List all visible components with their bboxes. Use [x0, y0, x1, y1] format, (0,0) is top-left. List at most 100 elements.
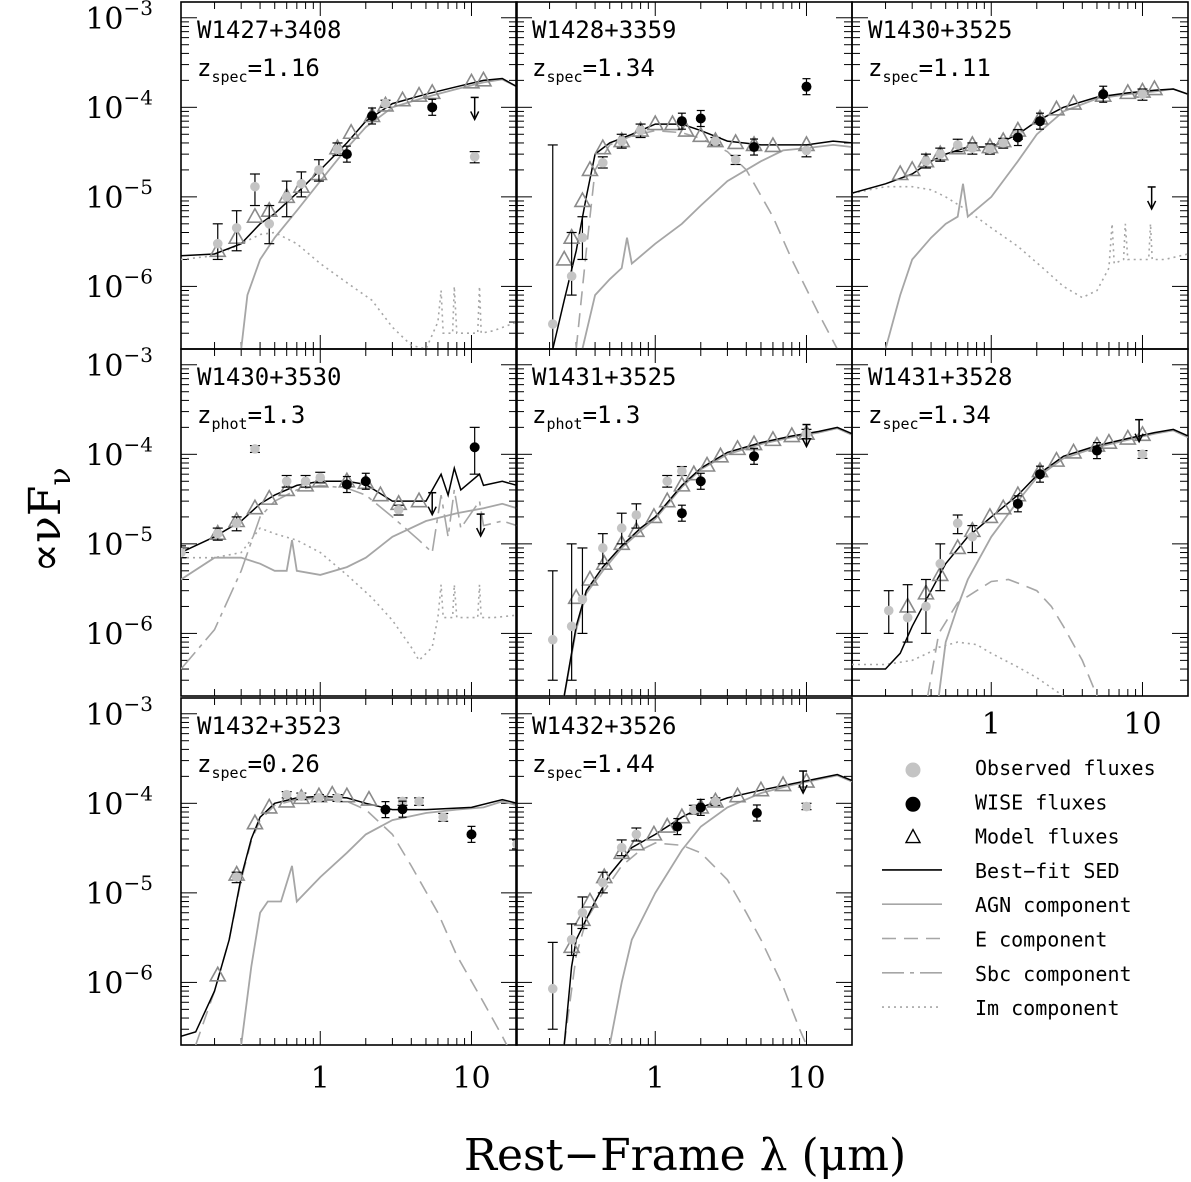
x-tick-label: 10: [787, 1061, 825, 1096]
legend-entry-sbc: Sbc component: [882, 962, 1132, 986]
panel-name: W1431+3528: [868, 363, 1013, 391]
wise-flux: [1098, 89, 1109, 100]
observed-flux: [547, 983, 558, 994]
observed-flux: [212, 528, 223, 539]
z-value: =0.26: [248, 750, 320, 778]
legend-label: Model fluxes: [975, 825, 1120, 849]
model-flux: [246, 813, 264, 830]
upper-limit-arrow: [427, 506, 437, 517]
observed-flux: [631, 829, 642, 840]
model-flux: [277, 480, 296, 497]
panel-W1431+3528: W1431+3528 zspec=1.34 1 10: [851, 348, 1189, 742]
observed-flux: [616, 842, 627, 853]
panel-curves: [563, 773, 852, 1045]
z-symbol: z: [868, 54, 882, 82]
wise-flux: [749, 451, 760, 462]
observed-flux: [181, 547, 186, 558]
agn-component: [608, 774, 852, 1045]
observed-flux: [332, 144, 343, 155]
observed-flux: [921, 156, 931, 167]
panel-points: [547, 78, 816, 349]
observed-flux: [598, 158, 608, 168]
best-fit-sed: [552, 123, 852, 349]
panel-frame: [515, 1, 853, 350]
panel-W1430+3525: W1430+3525 zspec=1.11: [851, 1, 1189, 350]
panel-name: W1427+3408: [197, 16, 342, 44]
wise-flux: [1034, 116, 1045, 127]
model-flux: [260, 797, 279, 814]
model-flux: [627, 834, 646, 851]
model-flux: [246, 498, 264, 515]
observed-flux: [1137, 89, 1148, 100]
panel-frame: [851, 348, 1189, 697]
model-flux: [728, 439, 747, 456]
z-symbol: z: [532, 750, 546, 778]
z-value: =1.3: [583, 401, 641, 429]
upper-limit-arrow: [1146, 200, 1157, 211]
wise-flux: [341, 149, 352, 160]
panel-curves: [552, 123, 852, 349]
legend-symbol-observed: [905, 762, 921, 778]
legend-label: Observed fluxes: [975, 756, 1156, 780]
panel-ticks: [516, 349, 853, 697]
model-flux: [691, 126, 710, 143]
panel-redshift: zspec=0.26: [197, 750, 320, 782]
legend: Observed fluxes WISE fluxes Model fluxes Be…: [882, 756, 1156, 1020]
y-axis-title-main: ∝νF: [20, 486, 71, 573]
observed-flux: [616, 136, 627, 146]
model-flux: [764, 430, 782, 447]
agn-component: [181, 502, 517, 581]
legend-label: E component: [975, 928, 1107, 952]
legend-label: Best−fit SED: [975, 859, 1120, 883]
observed-flux: [577, 232, 588, 243]
model-flux: [371, 485, 390, 502]
model-flux: [782, 426, 801, 443]
wise-flux: [427, 102, 438, 113]
z-kind: spec: [211, 764, 247, 782]
z-value: =1.11: [919, 54, 991, 82]
model-flux: [573, 191, 592, 208]
model-flux: [673, 807, 691, 824]
observed-flux: [250, 444, 260, 454]
wise-flux: [676, 116, 687, 127]
panel-redshift: zspec=1.16: [197, 54, 320, 86]
observed-flux: [577, 907, 588, 918]
best-fit-sed: [563, 773, 852, 1045]
legend-entry-wise: WISE fluxes: [905, 790, 1107, 814]
model-flux: [410, 85, 428, 102]
panel-points: [181, 426, 486, 559]
model-flux: [612, 534, 631, 551]
observed-flux: [598, 877, 608, 888]
observed-flux: [332, 793, 343, 803]
wise-flux: [695, 113, 706, 124]
y-tick-label: 10−6: [85, 611, 153, 652]
panel-frame: [180, 348, 518, 697]
wise-flux: [380, 804, 391, 815]
model-flux: [994, 498, 1013, 515]
model-flux: [342, 123, 360, 140]
observed-flux: [281, 476, 292, 487]
observed-flux: [801, 145, 812, 156]
panel-points: [883, 418, 1152, 643]
y-tick-label: 10−4: [85, 781, 153, 822]
legend-label: AGN component: [975, 893, 1132, 917]
model-flux: [981, 507, 999, 524]
observed-flux: [730, 154, 741, 165]
wise-flux: [695, 476, 706, 487]
y-tick-label: 10−4: [85, 432, 153, 473]
agn-component: [937, 429, 1188, 696]
observed-flux: [566, 271, 577, 282]
panel-frame: [851, 1, 1189, 350]
observed-flux: [380, 98, 391, 109]
observed-flux: [315, 472, 326, 483]
z-symbol: z: [532, 54, 546, 82]
upper-limit-arrow: [470, 111, 480, 122]
model-flux: [338, 786, 356, 803]
z-kind: phot: [211, 415, 247, 433]
y-axis-title: ∝νFν: [20, 467, 78, 572]
y-tick-base: 10: [85, 349, 123, 384]
model-flux: [581, 891, 599, 908]
panel-name: W1432+3526: [532, 712, 677, 740]
panel-points: [208, 70, 493, 261]
